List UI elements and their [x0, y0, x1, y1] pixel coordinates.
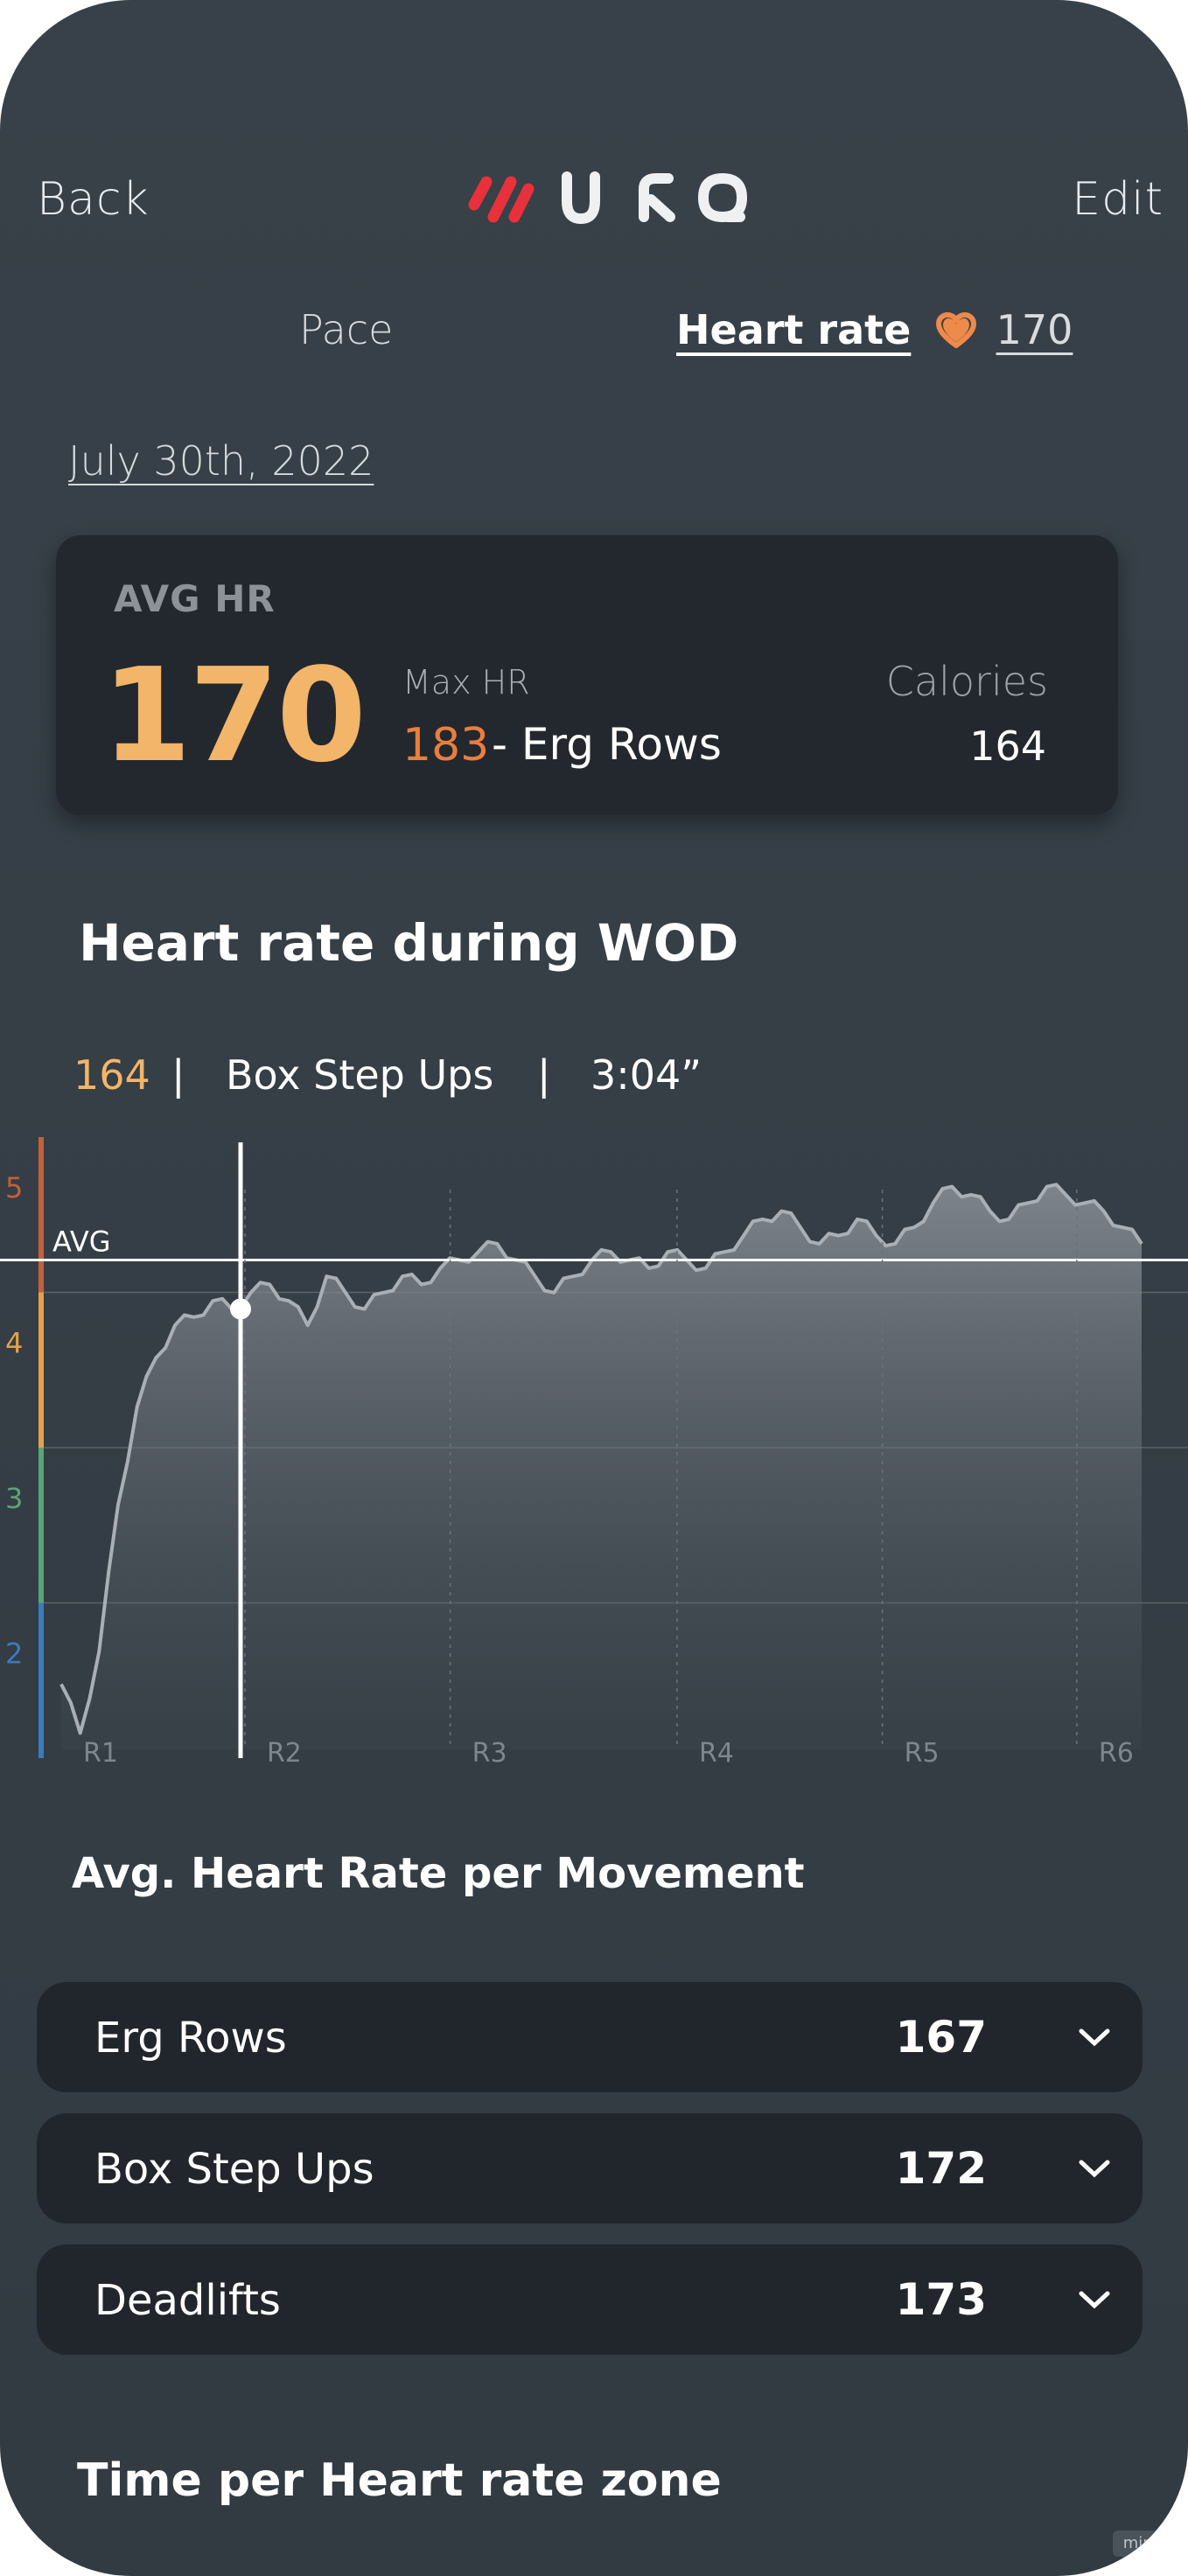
chevron-down-icon[interactable] [1073, 2147, 1116, 2190]
avg-line-label: AVG [52, 1225, 111, 1259]
max-hr-value: 183 [402, 719, 490, 771]
selection-separator: | [171, 1051, 185, 1099]
tab-heart-rate-value: 170 [996, 306, 1073, 353]
hr-zone-title: Time per Heart rate zone [77, 2454, 722, 2507]
movement-row-erg-rows[interactable]: Erg Rows 167 [37, 1982, 1143, 2092]
wod-chart-title: Heart rate during WOD [79, 913, 739, 973]
round-label-r4: R4 [699, 1738, 734, 1769]
hr-area [61, 1184, 1142, 1749]
zone-label-3: 3 [5, 1482, 23, 1515]
chevron-down-icon[interactable] [1073, 2278, 1116, 2321]
zone-label-4: 4 [5, 1326, 23, 1359]
movement-name: Deadlifts [94, 2276, 281, 2325]
avg-hr-label: AVG HR [114, 577, 276, 620]
movement-hr-title: Avg. Heart Rate per Movement [72, 1849, 805, 1898]
heart-icon [935, 312, 976, 348]
round-label-r1: R1 [83, 1738, 118, 1769]
zone-label-2: 2 [5, 1637, 23, 1670]
selected-time: 3:04” [591, 1051, 702, 1099]
urq-logo [468, 171, 747, 224]
chart-cursor-dot[interactable] [230, 1298, 251, 1320]
zone-bar-5 [38, 1137, 44, 1293]
movement-name: Box Step Ups [94, 2145, 374, 2194]
movement-avg-hr: 167 [895, 2012, 987, 2063]
selection-separator: | [537, 1051, 551, 1099]
tab-heart-rate[interactable]: Heart rate 170 [676, 306, 1073, 353]
workout-date[interactable]: July 30th, 2022 [68, 437, 374, 485]
movement-avg-hr: 173 [895, 2274, 987, 2325]
movement-row-box-step-ups[interactable]: Box Step Ups 172 [37, 2113, 1143, 2223]
miro-watermark: miro [1113, 2531, 1169, 2557]
zone-bar-4 [38, 1292, 44, 1448]
selected-movement: Box Step Ups [226, 1051, 494, 1099]
calories-value: 164 [969, 723, 1046, 770]
movement-name: Erg Rows [94, 2014, 287, 2063]
zone-bar-3 [38, 1448, 44, 1603]
max-hr-label: Max HR [402, 663, 530, 702]
zone-label-5: 5 [5, 1171, 23, 1204]
max-hr-movement: - Erg Rows [492, 719, 722, 770]
tab-heart-rate-label: Heart rate [676, 306, 912, 353]
chevron-down-icon[interactable] [1073, 2015, 1116, 2059]
movement-avg-hr: 172 [895, 2143, 987, 2194]
round-label-r6: R6 [1099, 1738, 1134, 1769]
back-button[interactable]: Back [37, 173, 150, 226]
tab-pace[interactable]: Pace [299, 306, 394, 353]
logo-mark-icon [468, 176, 535, 223]
movement-row-deadlifts[interactable]: Deadlifts 173 [37, 2244, 1143, 2355]
avg-hr-value: 170 [101, 640, 367, 791]
heart-rate-chart[interactable]: 5 4 3 2 AVG R1 R2 R3 R4 R5 R6 [0, 1128, 1188, 1776]
calories-label: Calories [885, 658, 1048, 705]
hr-summary-card: AVG HR 170 Max HR 183 - Erg Rows Calorie… [56, 535, 1118, 815]
round-label-r3: R3 [472, 1738, 507, 1769]
logo-letters [562, 171, 747, 224]
selected-hr-value: 164 [73, 1051, 150, 1099]
zone-bar-2 [38, 1602, 44, 1758]
edit-button[interactable]: Edit [1072, 173, 1164, 226]
round-label-r5: R5 [905, 1738, 940, 1769]
round-label-r2: R2 [267, 1738, 302, 1769]
